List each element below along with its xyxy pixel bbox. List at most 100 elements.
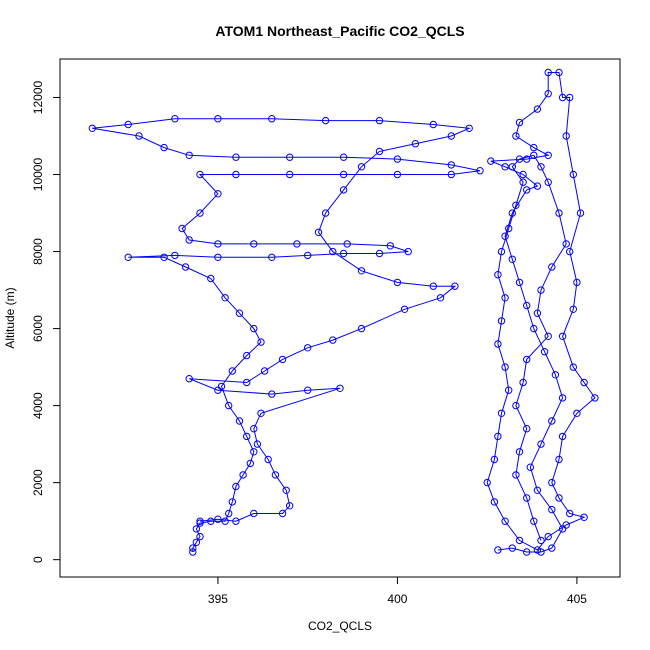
x-axis-label: CO2_QCLS [308,619,372,633]
data-point [515,118,524,127]
data-point [544,68,552,77]
x-tick-label: 400 [387,592,407,606]
data-point [548,544,556,552]
series-line [486,72,596,553]
data-point [555,209,563,217]
data-point [555,494,563,502]
data-point [278,355,287,364]
data-point [192,538,201,546]
data-point [286,153,294,161]
data-point [558,432,567,441]
data-point [260,367,269,375]
data-point [566,247,574,256]
data-point [246,459,255,468]
data-point [544,332,552,340]
data-point [505,386,513,394]
data-point [505,224,513,233]
data-point [501,294,509,302]
data-point [250,448,258,456]
data-point [268,390,276,398]
data-point [544,90,552,98]
data-point [214,190,222,198]
data-point [551,371,560,379]
x-tick-label: 395 [208,592,228,606]
data-point [533,309,542,317]
data-point [181,263,190,271]
data-point [411,140,420,148]
data-point [558,394,567,402]
data-point [540,348,549,356]
data-point [314,228,323,237]
data-point [88,124,97,133]
data-point [196,519,204,527]
data-point [566,93,574,102]
data-point [250,324,258,333]
data-point [185,375,193,383]
data-point [537,548,545,556]
data-point [523,301,531,310]
data-point [429,282,437,290]
y-tick-label: 6000 [31,315,45,342]
data-point [533,546,542,554]
data-point [185,236,193,244]
data-point [228,498,237,506]
data-point [512,401,520,410]
data-point [304,344,312,352]
data-point [508,209,516,217]
data-point [580,378,588,387]
data-point [515,448,524,456]
data-point [512,132,520,140]
data-point [523,494,531,502]
data-point [386,242,394,250]
data-point [214,115,222,123]
data-point [537,286,545,294]
data-point [235,417,244,425]
data-point [494,546,502,554]
data-point [257,338,265,346]
data-point [465,124,473,133]
data-point [515,155,524,163]
data-point [447,132,455,140]
data-point [476,167,484,175]
data-point [375,116,384,125]
data-point [533,486,542,494]
data-point [451,282,459,290]
data-point [508,255,516,263]
data-point [533,105,542,113]
data-point [515,536,524,545]
data-point [533,182,542,190]
data-point [436,294,445,302]
data-point [339,249,348,258]
data-point [124,120,132,129]
data-point [523,186,531,194]
data-point [286,170,294,179]
data-point [523,155,531,163]
data-point [304,251,312,260]
y-axis-label: Altitude (m) [3,287,17,348]
data-point [591,394,599,402]
data-point [576,209,585,217]
data-point [573,409,581,417]
data-point [225,401,233,410]
data-point [257,409,265,417]
data-point [321,209,330,217]
data-point [232,482,240,491]
data-point [544,532,552,541]
data-point [189,544,197,552]
data-point [566,509,574,518]
data-point [393,170,402,179]
data-point [558,93,567,102]
data-point [523,425,531,433]
data-point [207,274,215,283]
data-point [185,151,193,160]
data-point [232,170,240,179]
data-point [228,367,237,375]
data-point [160,143,168,152]
y-tick-label: 12000 [31,81,45,115]
chart-title: ATOM1 Northeast_Pacific CO2_QCLS [215,23,464,39]
data-point [490,455,499,464]
data-point [494,432,502,441]
data-point [214,240,222,248]
data-point [214,386,222,394]
data-point [519,178,527,186]
